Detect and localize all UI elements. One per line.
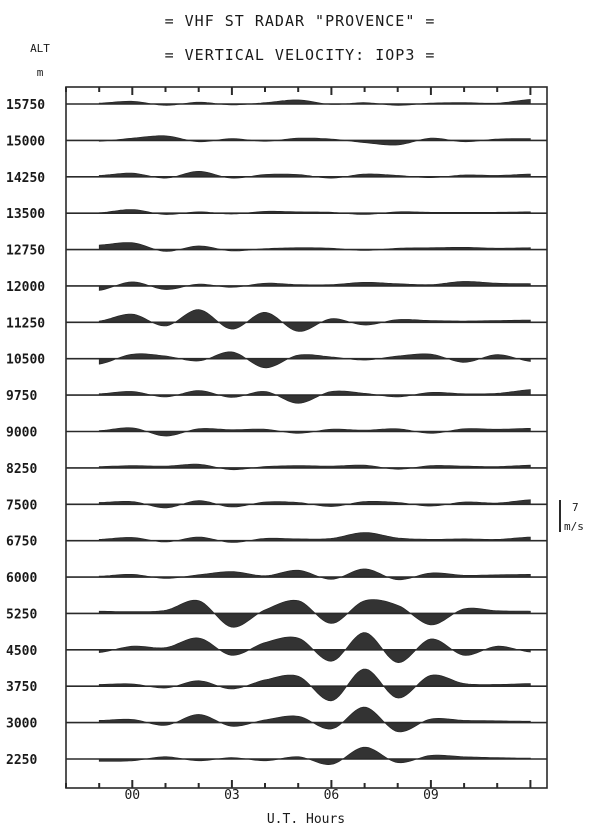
x-axis-label: U.T. Hours xyxy=(267,812,345,827)
y-tick-label: 7500 xyxy=(6,498,37,513)
x-tick-label: 09 xyxy=(423,788,439,803)
velocity-trace xyxy=(98,463,531,471)
velocity-trace xyxy=(98,668,531,702)
altitude-row: 11250 xyxy=(6,309,547,332)
y-tick-label: 6000 xyxy=(6,571,37,586)
altitude-rows: 15750 15000 14250 13500 12750 12000 11250 10500… xyxy=(6,98,547,768)
velocity-trace xyxy=(98,706,531,733)
altitude-row: 15000 xyxy=(6,134,547,149)
y-axis-label: ALT xyxy=(30,42,50,55)
altitude-row: 3000 xyxy=(6,706,547,733)
velocity-trace xyxy=(98,351,531,369)
altitude-row: 15750 xyxy=(6,98,547,113)
axis-ticks xyxy=(65,87,532,788)
velocity-trace xyxy=(98,568,531,581)
y-tick-label: 9750 xyxy=(6,389,37,404)
y-tick-label: 15000 xyxy=(6,134,45,149)
y-tick-label: 2250 xyxy=(6,753,37,768)
y-axis-unit: m xyxy=(37,66,44,79)
altitude-row: 10500 xyxy=(6,351,547,369)
altitude-row: 8250 xyxy=(6,462,547,477)
y-tick-label: 4500 xyxy=(6,644,37,659)
velocity-trace xyxy=(98,499,531,509)
chart-title-line-2: = VERTICAL VELOCITY: IOP3 = xyxy=(165,46,436,64)
altitude-row: 9000 xyxy=(6,426,547,441)
y-tick-label: 13500 xyxy=(6,207,45,222)
altitude-row: 2250 xyxy=(6,746,547,768)
y-tick-label: 6750 xyxy=(6,535,37,550)
altitude-row: 5250 xyxy=(6,599,547,628)
y-tick-label: 12750 xyxy=(6,244,45,259)
y-tick-label: 14250 xyxy=(6,171,45,186)
x-tick-label: 00 xyxy=(124,788,140,803)
scale-bar-value: 7 xyxy=(572,501,579,514)
y-tick-label: 5250 xyxy=(6,607,37,622)
x-tick-label: 03 xyxy=(224,788,240,803)
altitude-row: 7500 xyxy=(6,498,547,513)
plot-frame xyxy=(65,86,548,789)
velocity-trace xyxy=(98,209,531,215)
y-tick-label: 3750 xyxy=(6,680,37,695)
altitude-row: 6000 xyxy=(6,568,547,586)
y-tick-label: 10500 xyxy=(6,353,45,368)
velocity-trace xyxy=(98,309,531,332)
altitude-row: 14250 xyxy=(6,171,547,186)
altitude-row: 6750 xyxy=(6,532,547,550)
altitude-row: 12000 xyxy=(6,280,547,295)
chart-title-line-1: = VHF ST RADAR "PROVENCE" = xyxy=(165,12,436,30)
x-tick-labels: 00 03 06 09 xyxy=(124,788,438,803)
velocity-trace xyxy=(98,746,531,766)
altitude-row: 12750 xyxy=(6,242,547,259)
y-tick-label: 12000 xyxy=(6,280,45,295)
altitude-row: 9750 xyxy=(6,389,547,404)
scale-bar-unit: m/s xyxy=(564,520,584,533)
altitude-row: 3750 xyxy=(6,668,547,702)
altitude-row: 13500 xyxy=(6,207,547,222)
velocity-scale-bar: 7 m/s xyxy=(559,500,584,533)
y-tick-label: 11250 xyxy=(6,316,45,331)
altitude-row: 4500 xyxy=(6,632,547,664)
x-tick-label: 06 xyxy=(324,788,340,803)
y-tick-label: 15750 xyxy=(6,98,45,113)
velocity-trace xyxy=(98,389,531,404)
y-tick-label: 8250 xyxy=(6,462,37,477)
y-tick-label: 3000 xyxy=(6,717,37,732)
y-tick-label: 9000 xyxy=(6,426,37,441)
velocity-trace xyxy=(98,632,531,664)
